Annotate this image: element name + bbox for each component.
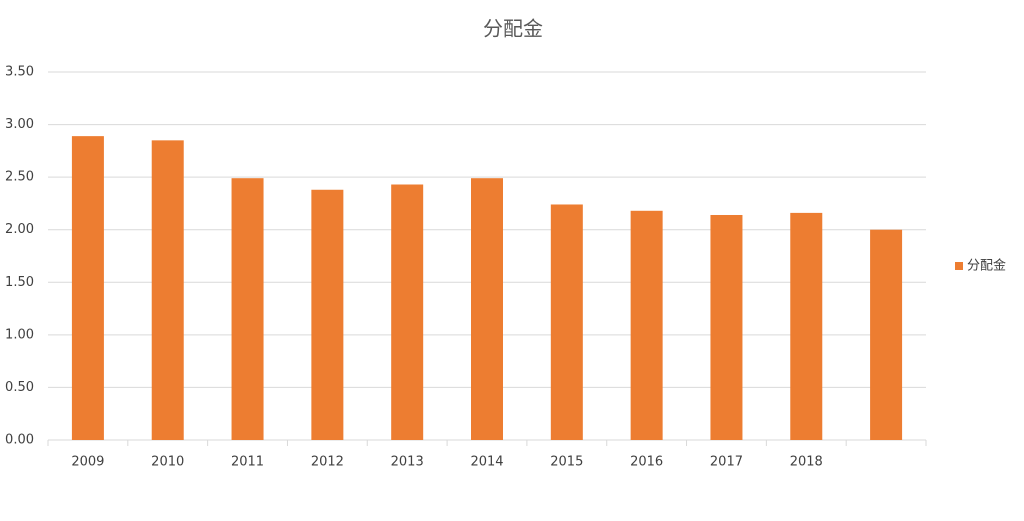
x-tick-label: 2015	[550, 455, 583, 470]
bar	[231, 178, 264, 441]
y-tick-label: 3.00	[5, 117, 34, 132]
y-tick-label: 2.00	[5, 222, 34, 237]
y-tick-label: 1.50	[5, 275, 34, 290]
y-tick-label: 1.00	[5, 327, 34, 342]
bar	[151, 140, 184, 441]
x-tick-label: 2016	[630, 455, 663, 470]
y-tick-label: 0.00	[5, 433, 34, 448]
x-tick-label: 2014	[470, 455, 503, 470]
legend-label: 分配金	[967, 258, 1006, 274]
bar	[71, 136, 104, 440]
legend-swatch	[955, 262, 963, 270]
y-tick-label: 2.50	[5, 170, 34, 185]
bar	[311, 189, 344, 440]
x-tick-label: 2017	[710, 455, 743, 470]
bar	[790, 212, 823, 440]
x-tick-label: 2011	[231, 455, 264, 470]
bar	[870, 229, 903, 440]
bar	[710, 214, 743, 440]
bar	[550, 204, 583, 440]
bar	[391, 184, 424, 440]
x-tick-label: 2012	[311, 455, 344, 470]
y-tick-label: 3.50	[5, 65, 34, 80]
x-tick-label: 2013	[391, 455, 424, 470]
bar	[471, 178, 503, 441]
x-tick-label: 2018	[790, 455, 823, 470]
y-tick-label: 0.50	[5, 380, 34, 395]
chart-title: 分配金	[483, 17, 543, 41]
x-tick-label: 2009	[71, 455, 104, 470]
x-tick-label: 2010	[151, 455, 184, 470]
bar	[630, 210, 663, 440]
